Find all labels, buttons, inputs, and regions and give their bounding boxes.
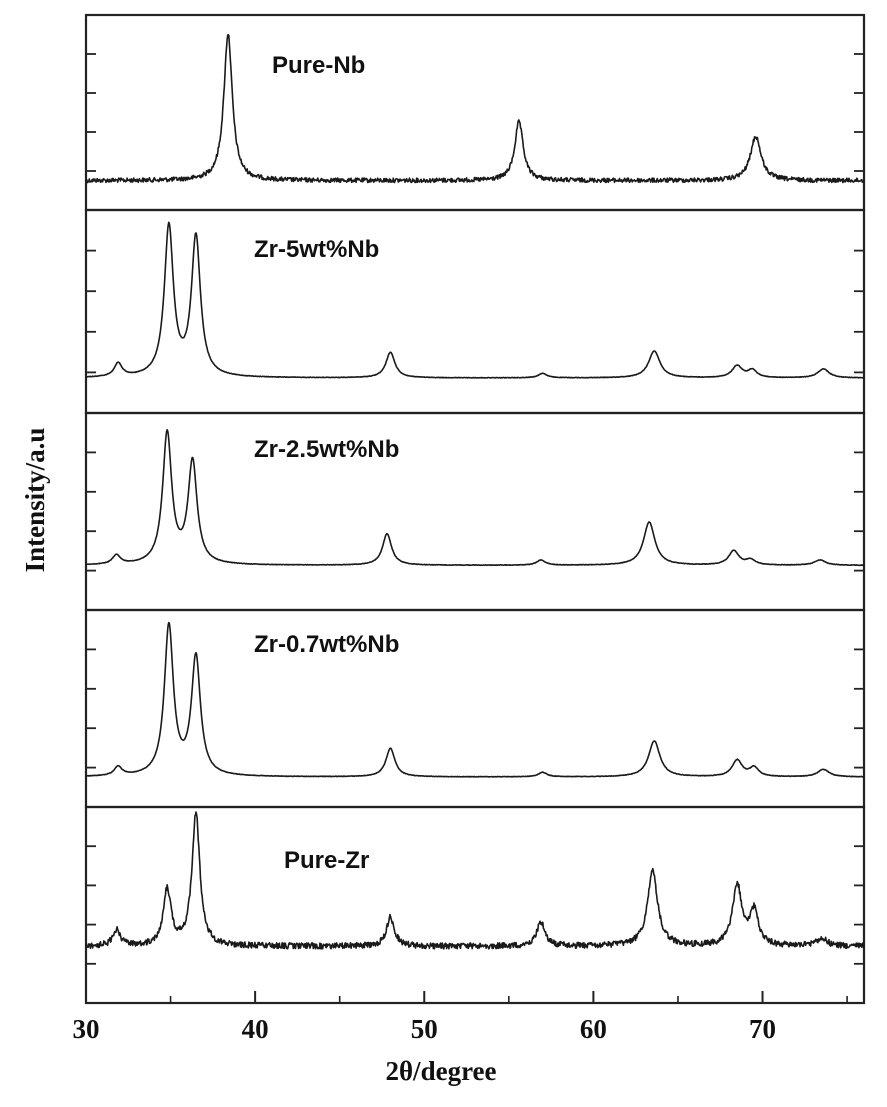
series-label: Zr-0.7wt%Nb <box>254 631 399 658</box>
panel-1: Pure-Nb <box>84 13 866 212</box>
x-tick-label: 50 <box>411 1014 438 1044</box>
series-label: Pure-Nb <box>272 52 365 79</box>
y-axis-title: Intensity/a.u <box>20 428 50 573</box>
series-line-4 <box>85 621 865 778</box>
panel-frame <box>84 13 866 212</box>
series-label: Zr-5wt%Nb <box>254 236 379 263</box>
panel-4: Zr-0.7wt%Nb <box>84 608 866 809</box>
x-tick-label: 70 <box>749 1014 776 1044</box>
series-label: Pure-Zr <box>284 847 369 874</box>
x-tick-label: 60 <box>580 1014 607 1044</box>
x-tick-label: 30 <box>73 1014 100 1044</box>
series-line-1 <box>85 33 865 184</box>
series-line-3 <box>85 428 865 567</box>
panel-2: Zr-5wt%Nb <box>84 208 866 415</box>
panel-3: Zr-2.5wt%Nb <box>84 411 866 612</box>
x-axis-ticks: 30 40 50 60 70 <box>73 991 848 1044</box>
x-tick-label: 40 <box>242 1014 269 1044</box>
panel-5: Pure-Zr <box>84 805 866 1005</box>
series-line-2 <box>85 221 865 379</box>
panel-frame <box>84 411 866 612</box>
series-line-5 <box>85 811 865 950</box>
series-label: Zr-2.5wt%Nb <box>254 436 399 463</box>
panels: Pure-Nb Zr-5wt%Nb Zr-2.5wt%Nb Zr-0.7wt%Nb Pu… <box>84 13 866 1005</box>
x-axis-title: 2θ/degree <box>385 1056 496 1086</box>
panel-frame <box>84 805 866 1005</box>
